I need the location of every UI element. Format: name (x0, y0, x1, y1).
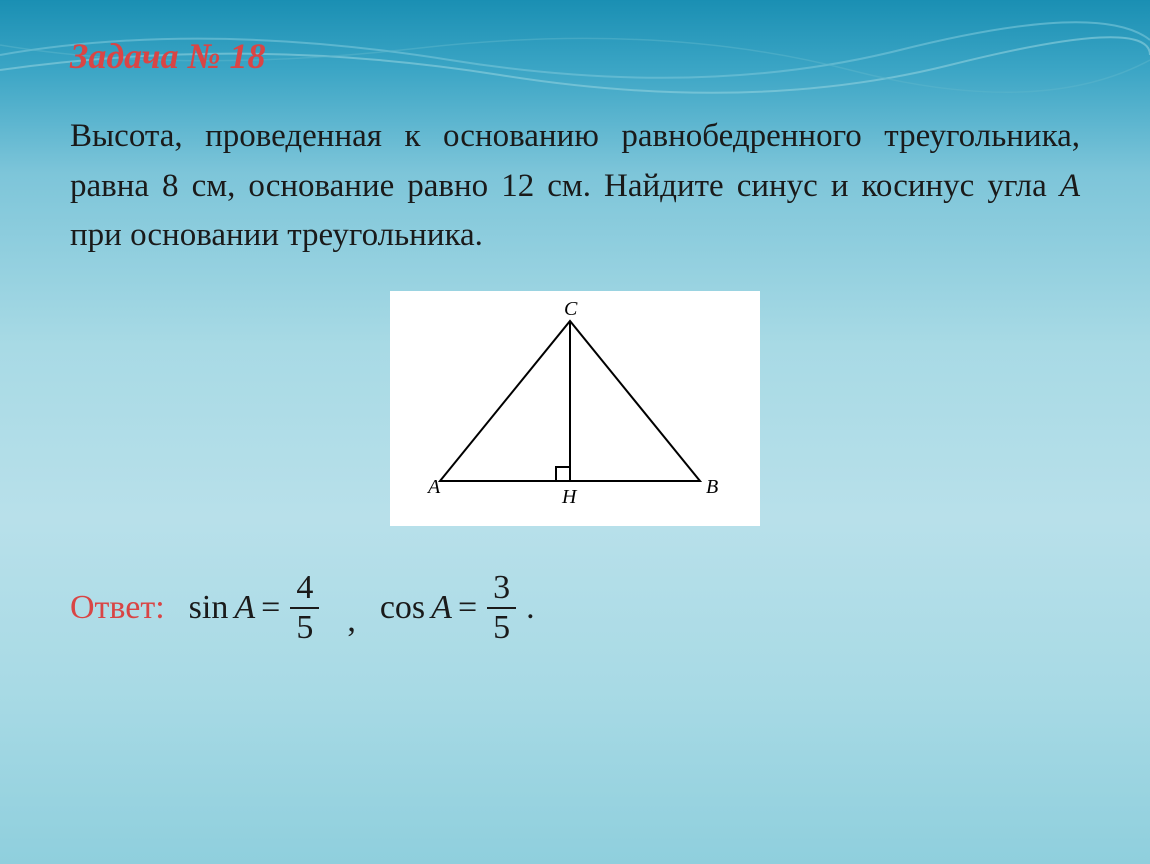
cos-numerator: 3 (487, 571, 516, 607)
problem-text-p1: Высота, проведенная к основанию равнобед… (70, 118, 1080, 204)
cos-func: cos (380, 589, 425, 627)
triangle-svg: A B C H (420, 301, 730, 511)
sin-fraction: 4 5 (290, 571, 319, 645)
answer-label: Ответ: (70, 589, 165, 627)
triangle-figure: A B C H (390, 291, 760, 526)
sin-expression: sin A = 4 5 (189, 571, 324, 645)
problem-statement: Высота, проведенная к основанию равнобед… (70, 112, 1080, 261)
figure-container: A B C H (70, 291, 1080, 526)
sin-func: sin (189, 589, 229, 627)
sin-denominator: 5 (290, 607, 319, 645)
equals-sign: = (261, 589, 280, 627)
vertex-label-a: A (426, 476, 441, 498)
slide-container: Задача № 18 Высота, проведенная к основа… (0, 0, 1150, 680)
vertex-label-b: B (706, 476, 718, 498)
problem-var: A (1060, 168, 1080, 204)
separator: , (347, 602, 356, 640)
answer-row: Ответ: sin A = 4 5 , cos A = 3 5 . (70, 571, 1080, 645)
period: . (526, 589, 535, 627)
vertex-label-h: H (561, 486, 578, 508)
equals-sign: = (458, 589, 477, 627)
cos-denominator: 5 (487, 607, 516, 645)
cos-var: A (431, 589, 452, 627)
cos-expression: cos A = 3 5 . (380, 571, 535, 645)
vertex-label-c: C (564, 301, 578, 320)
right-angle-marker (556, 467, 570, 481)
sin-numerator: 4 (290, 571, 319, 607)
problem-title: Задача № 18 (70, 35, 1080, 77)
cos-fraction: 3 5 (487, 571, 516, 645)
problem-text-p2: при основании треугольника. (70, 217, 483, 253)
sin-var: A (234, 589, 255, 627)
